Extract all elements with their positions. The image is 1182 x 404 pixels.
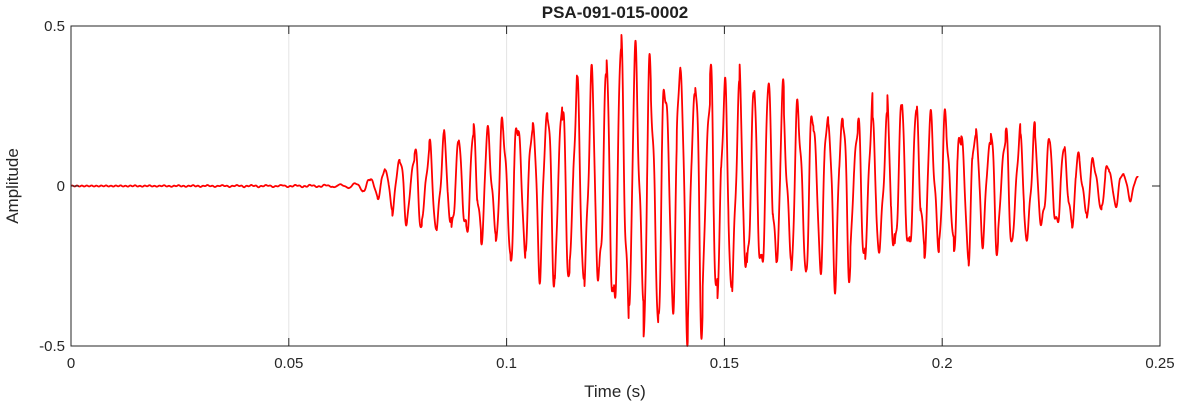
x-tick-labels: 0 0.05 0.1 0.15 0.2 0.25 [67,355,1175,372]
x-tick-label: 0.1 [496,355,517,372]
y-axis-label: Amplitude [3,148,22,224]
x-tick-label: 0 [67,355,75,372]
y-tick-label: 0.5 [44,18,65,35]
x-tick-label: 0.15 [710,355,739,372]
waveform-line [70,33,1139,347]
x-tick-label: 0.05 [274,355,303,372]
x-axis-label: Time (s) [584,382,646,401]
chart-title: PSA-091-015-0002 [542,3,688,22]
y-tick-labels: -0.5 0 0.5 [39,18,65,355]
x-tick-label: 0.25 [1145,355,1174,372]
axis-ticks [70,25,1161,347]
y-tick-label: 0 [57,178,65,195]
y-tick-label: -0.5 [39,338,65,355]
x-tick-label: 0.2 [932,355,953,372]
